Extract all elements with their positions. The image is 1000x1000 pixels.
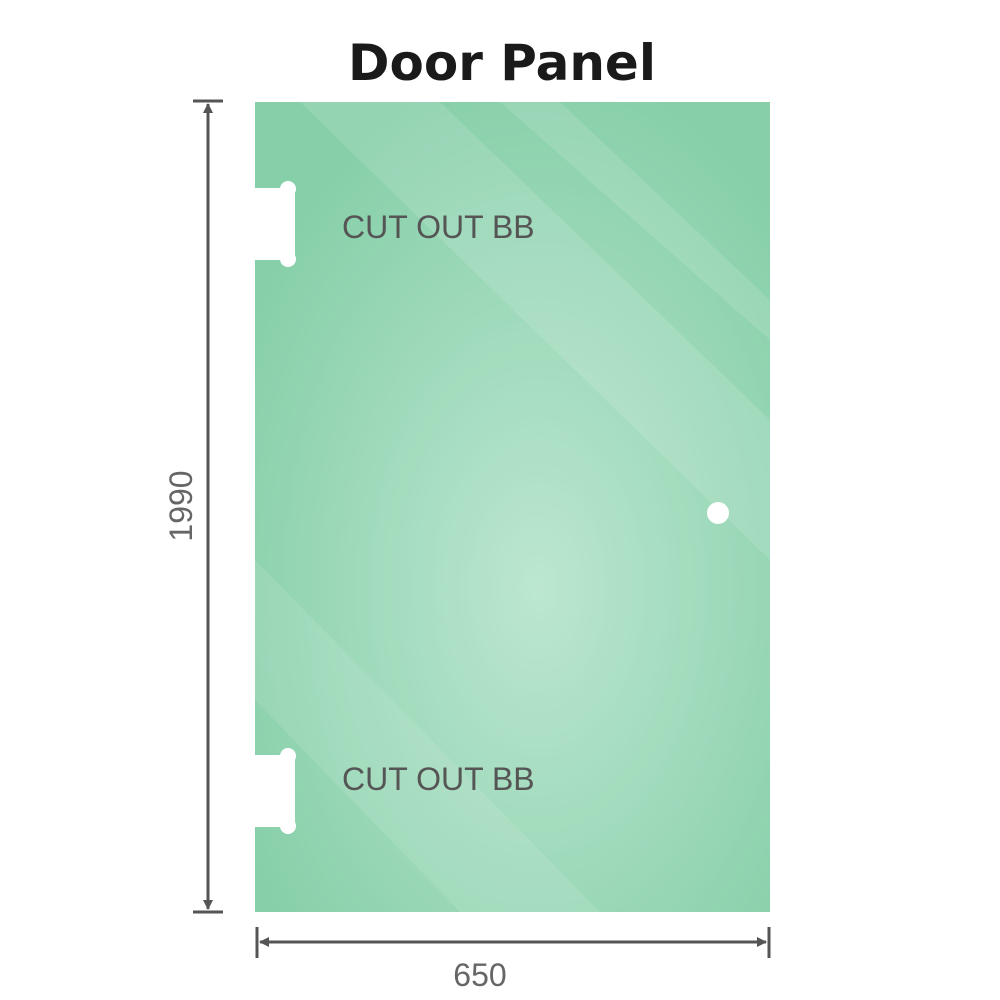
width-label: 650 <box>453 957 506 993</box>
height-dimension <box>193 99 223 914</box>
height-label: 1990 <box>163 470 199 541</box>
glass-panel <box>255 102 770 912</box>
handle-hole <box>707 502 729 524</box>
cutout-label-top: CUT OUT BB <box>342 209 535 245</box>
cutout-label-bottom: CUT OUT BB <box>342 761 535 797</box>
page-title: Door Panel <box>348 34 656 92</box>
top-hinge-cutout <box>253 181 296 267</box>
width-dimension <box>255 927 771 958</box>
bottom-hinge-cutout <box>253 748 296 834</box>
